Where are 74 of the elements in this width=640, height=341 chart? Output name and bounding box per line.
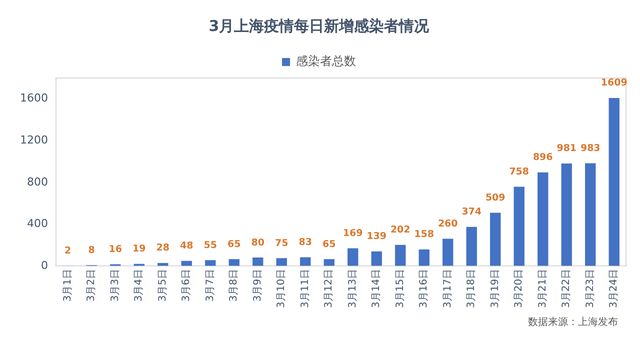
legend-label: 感染者总数 [296,54,356,68]
bar [228,259,240,266]
bar [348,248,358,266]
data-label: 896 [532,152,554,164]
x-tick-label: 3月13日 [347,268,358,308]
data-label: 374 [462,206,482,218]
bar [490,212,501,266]
y-tick-label: 0 [40,258,48,272]
data-label: 981 [556,143,577,154]
x-tick-label: 3月5日 [157,268,168,302]
bar [371,251,382,266]
data-label: 28 [156,242,170,254]
x-tick-label: 3月16日 [418,268,430,308]
data-label: 48 [180,240,194,252]
data-label: 1609 [600,78,628,89]
x-tick-label: 3月7日 [204,268,216,302]
x-tick-label: 3月12日 [324,268,335,308]
y-tick-label: 400 [26,217,48,230]
data-label: 983 [580,143,600,154]
data-label: 509 [485,192,506,204]
bar [514,186,524,266]
x-tick-label: 3月20日 [514,268,525,308]
data-label: 202 [390,224,410,236]
x-tick-label: 3月1日 [62,268,74,302]
x-tick-label: 3月24日 [608,268,620,308]
data-label: 75 [275,238,288,249]
bar [418,249,430,266]
bar [300,257,311,266]
x-tick-label: 3月23日 [584,268,596,308]
x-tick-label: 3月10日 [276,268,288,308]
chart-title: 3月上海疫情每日新增感染者情况 [208,16,430,35]
data-label: 65 [322,238,336,250]
x-tick-label: 3月21日 [537,268,548,308]
data-label: 169 [342,228,363,239]
data-label: 8 [88,244,96,256]
y-tick-label: 1200 [20,133,48,146]
bar [252,258,264,266]
source-note: 数据来源：上海发布 [528,316,618,329]
data-label: 55 [204,240,217,251]
x-tick-label: 3月6日 [181,268,192,302]
bar [442,238,454,266]
x-tick-label: 3月18日 [466,268,478,308]
x-tick-label: 3月8日 [228,268,240,302]
x-tick-label: 3月22日 [561,268,572,308]
data-label: 65 [228,238,241,250]
data-label: 16 [108,244,122,255]
bar [608,98,620,266]
bar [276,258,287,266]
bar [324,259,334,266]
x-tick-label: 3月9日 [252,268,264,302]
x-tick-label: 3月2日 [86,268,98,302]
bar [466,226,477,266]
bar [538,172,548,266]
bar [395,244,406,266]
x-tick-label: 3月11日 [300,268,311,308]
y-tick-label: 1600 [20,92,48,105]
x-tick-label: 3月3日 [110,268,121,302]
data-label: 83 [298,236,312,248]
x-tick-label: 3月14日 [371,268,382,308]
x-tick-label: 3月17日 [442,268,454,308]
data-label: 80 [251,237,265,248]
data-label: 758 [509,166,530,178]
data-label: 19 [132,244,146,255]
bar [205,260,216,266]
data-label: 260 [438,218,458,230]
y-tick-label: 800 [26,175,48,188]
x-tick-label: 3月19日 [490,268,501,308]
x-tick-label: 3月15日 [394,268,406,308]
data-label: 2 [64,245,72,256]
bar [585,163,596,266]
bar [561,164,572,266]
x-tick-label: 3月4日 [134,268,145,302]
data-label: 139 [366,231,387,242]
data-label: 158 [414,229,434,240]
